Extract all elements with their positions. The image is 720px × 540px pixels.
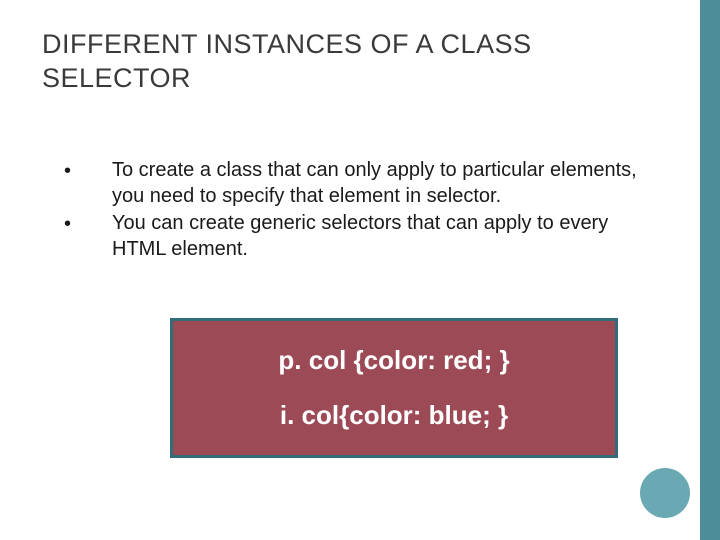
code-example-box: p. col {color: red; } i. col{color: blue… [170,318,618,458]
slide-title: DIFFERENT INSTANCES OF A CLASS SELECTOR [42,28,660,96]
bullet-text: You can create generic selectors that ca… [112,211,640,262]
bullet-list: • To create a class that can only apply … [64,158,640,264]
bullet-marker: • [64,158,112,184]
code-line-2: i. col{color: blue; } [280,400,508,431]
bullet-marker: • [64,211,112,237]
accent-side-bar [700,0,720,540]
bullet-text: To create a class that can only apply to… [112,158,640,209]
code-line-1: p. col {color: red; } [278,345,509,376]
bullet-item: • To create a class that can only apply … [64,158,640,209]
decorative-circle-icon [640,468,690,518]
bullet-item: • You can create generic selectors that … [64,211,640,262]
